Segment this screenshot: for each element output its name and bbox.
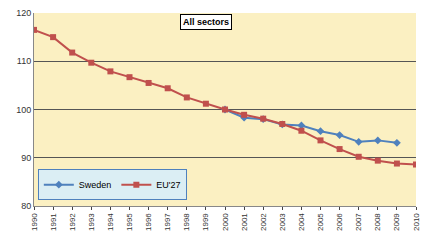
svg-text:EU'27: EU'27	[156, 180, 180, 190]
svg-text:2001: 2001	[240, 213, 249, 231]
svg-text:1994: 1994	[106, 213, 115, 231]
svg-text:1990: 1990	[30, 213, 39, 231]
svg-text:120: 120	[16, 8, 31, 18]
svg-text:100: 100	[16, 105, 31, 115]
svg-text:2004: 2004	[297, 213, 306, 231]
svg-text:2005: 2005	[316, 213, 325, 231]
svg-text:Sweden: Sweden	[79, 180, 112, 190]
svg-text:2003: 2003	[278, 213, 287, 231]
svg-text:2008: 2008	[373, 213, 382, 231]
svg-text:1991: 1991	[49, 213, 58, 231]
svg-text:All sectors: All sectors	[183, 17, 229, 27]
svg-text:2006: 2006	[335, 213, 344, 231]
svg-text:2009: 2009	[393, 213, 402, 231]
svg-text:1998: 1998	[182, 213, 191, 231]
svg-text:1995: 1995	[125, 213, 134, 231]
svg-text:2002: 2002	[259, 213, 268, 231]
svg-text:2010: 2010	[412, 213, 421, 231]
svg-text:2007: 2007	[354, 213, 363, 231]
svg-text:1997: 1997	[163, 213, 172, 231]
svg-text:1992: 1992	[68, 213, 77, 231]
svg-text:1993: 1993	[87, 213, 96, 231]
svg-text:2000: 2000	[221, 213, 230, 231]
svg-text:80: 80	[21, 201, 31, 211]
svg-text:1996: 1996	[144, 213, 153, 231]
svg-text:1999: 1999	[202, 213, 211, 231]
svg-text:90: 90	[21, 153, 31, 163]
svg-text:110: 110	[17, 56, 31, 66]
